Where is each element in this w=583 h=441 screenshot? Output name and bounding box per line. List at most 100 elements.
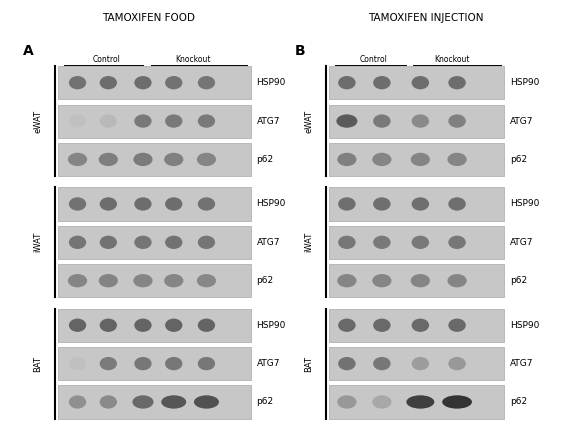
- Ellipse shape: [194, 395, 219, 409]
- Ellipse shape: [373, 357, 391, 370]
- Text: ATG7: ATG7: [510, 116, 533, 126]
- Ellipse shape: [412, 357, 429, 370]
- Ellipse shape: [373, 235, 391, 249]
- Bar: [329, 143, 504, 176]
- Bar: [329, 385, 504, 419]
- Bar: [58, 264, 251, 297]
- Ellipse shape: [197, 153, 216, 166]
- Bar: [58, 66, 251, 99]
- Ellipse shape: [165, 114, 182, 128]
- Text: HSP90: HSP90: [510, 78, 539, 87]
- Ellipse shape: [410, 153, 430, 166]
- Ellipse shape: [442, 395, 472, 409]
- Text: Knockout: Knockout: [434, 55, 469, 64]
- Ellipse shape: [100, 197, 117, 211]
- Ellipse shape: [412, 197, 429, 211]
- Ellipse shape: [338, 357, 356, 370]
- Text: iWAT: iWAT: [33, 232, 43, 252]
- Text: TAMOXIFEN FOOD: TAMOXIFEN FOOD: [102, 13, 195, 23]
- Text: p62: p62: [257, 155, 273, 164]
- Bar: [329, 347, 504, 380]
- Ellipse shape: [198, 357, 215, 370]
- Ellipse shape: [448, 235, 466, 249]
- Bar: [329, 264, 504, 297]
- Text: iWAT: iWAT: [304, 232, 314, 252]
- Ellipse shape: [372, 153, 392, 166]
- Text: eWAT: eWAT: [304, 109, 314, 133]
- Bar: [329, 309, 504, 342]
- Ellipse shape: [197, 274, 216, 288]
- Text: ATG7: ATG7: [257, 238, 280, 247]
- Ellipse shape: [198, 76, 215, 90]
- Ellipse shape: [338, 76, 356, 90]
- Ellipse shape: [406, 395, 434, 409]
- Text: BAT: BAT: [304, 355, 314, 372]
- Ellipse shape: [373, 197, 391, 211]
- Ellipse shape: [336, 114, 357, 128]
- Text: ATG7: ATG7: [257, 116, 280, 126]
- Ellipse shape: [69, 76, 86, 90]
- Text: ATG7: ATG7: [510, 359, 533, 368]
- Ellipse shape: [100, 357, 117, 370]
- Text: eWAT: eWAT: [33, 109, 43, 133]
- Ellipse shape: [198, 197, 215, 211]
- Ellipse shape: [69, 235, 86, 249]
- Ellipse shape: [164, 274, 184, 288]
- Bar: [58, 309, 251, 342]
- Ellipse shape: [134, 197, 152, 211]
- Ellipse shape: [100, 318, 117, 332]
- Ellipse shape: [134, 318, 152, 332]
- Ellipse shape: [134, 76, 152, 90]
- Text: BAT: BAT: [33, 355, 43, 372]
- Text: HSP90: HSP90: [257, 78, 286, 87]
- Text: p62: p62: [257, 276, 273, 285]
- Ellipse shape: [134, 153, 153, 166]
- Ellipse shape: [69, 197, 86, 211]
- Ellipse shape: [448, 318, 466, 332]
- Bar: [58, 385, 251, 419]
- Text: HSP90: HSP90: [257, 321, 286, 330]
- Ellipse shape: [448, 76, 466, 90]
- Ellipse shape: [69, 318, 86, 332]
- Text: ATG7: ATG7: [510, 238, 533, 247]
- Bar: [329, 226, 504, 259]
- Text: p62: p62: [510, 155, 527, 164]
- Ellipse shape: [373, 318, 391, 332]
- Ellipse shape: [100, 114, 117, 128]
- Ellipse shape: [337, 153, 357, 166]
- Ellipse shape: [412, 114, 429, 128]
- Ellipse shape: [448, 357, 466, 370]
- Ellipse shape: [132, 395, 153, 409]
- Ellipse shape: [100, 235, 117, 249]
- Text: HSP90: HSP90: [510, 321, 539, 330]
- Ellipse shape: [68, 153, 87, 166]
- Ellipse shape: [134, 357, 152, 370]
- Ellipse shape: [373, 76, 391, 90]
- Ellipse shape: [448, 197, 466, 211]
- Ellipse shape: [372, 274, 392, 288]
- Text: B: B: [294, 44, 305, 58]
- Ellipse shape: [412, 318, 429, 332]
- Text: p62: p62: [257, 397, 273, 407]
- Text: TAMOXIFEN INJECTION: TAMOXIFEN INJECTION: [368, 13, 483, 23]
- Ellipse shape: [69, 114, 86, 128]
- Ellipse shape: [165, 318, 182, 332]
- Ellipse shape: [165, 197, 182, 211]
- Ellipse shape: [412, 235, 429, 249]
- Ellipse shape: [165, 76, 182, 90]
- Ellipse shape: [68, 274, 87, 288]
- Bar: [329, 66, 504, 99]
- Text: HSP90: HSP90: [257, 199, 286, 209]
- Ellipse shape: [165, 357, 182, 370]
- Ellipse shape: [447, 274, 466, 288]
- Bar: [58, 143, 251, 176]
- Ellipse shape: [198, 318, 215, 332]
- Ellipse shape: [338, 235, 356, 249]
- Ellipse shape: [410, 274, 430, 288]
- Ellipse shape: [69, 395, 86, 409]
- Ellipse shape: [198, 114, 215, 128]
- Ellipse shape: [69, 357, 86, 370]
- Ellipse shape: [100, 76, 117, 90]
- Ellipse shape: [99, 274, 118, 288]
- Ellipse shape: [198, 235, 215, 249]
